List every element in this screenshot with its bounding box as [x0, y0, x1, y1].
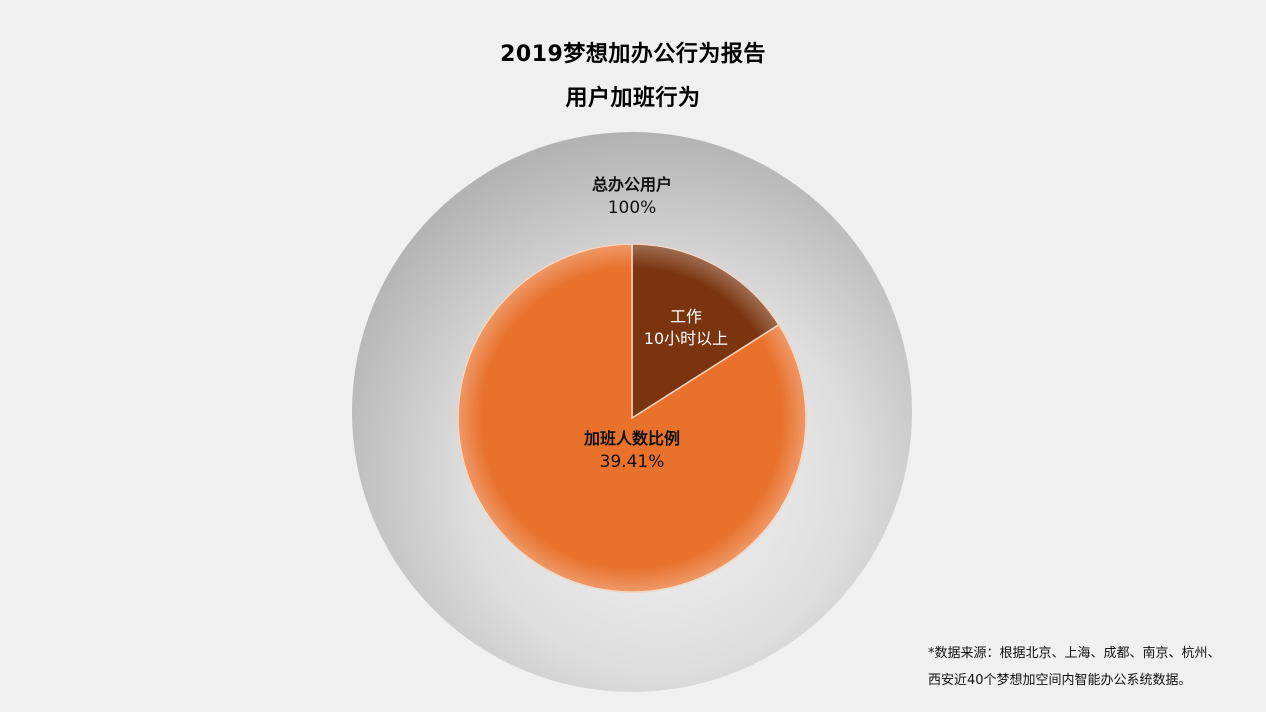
chart-subtitle: 用户加班行为: [565, 86, 701, 111]
footnote-line-1: *数据来源：根据北京、上海、成都、南京、杭州、: [928, 646, 1221, 661]
footnote-line-2: 西安近40个梦想加空间内智能办公系统数据。: [928, 673, 1192, 688]
chart-title: 2019梦想加办公行为报告: [500, 42, 766, 67]
slice-label-work-line1: 工作: [670, 307, 702, 326]
outer-value-label: 100%: [608, 198, 657, 218]
outer-label: 总办公用户: [592, 175, 672, 194]
slice-value-overtime: 39.41%: [600, 452, 665, 472]
slice-label-work-line2: 10小时以上: [644, 329, 728, 348]
slice-label-overtime: 加班人数比例: [583, 429, 680, 448]
